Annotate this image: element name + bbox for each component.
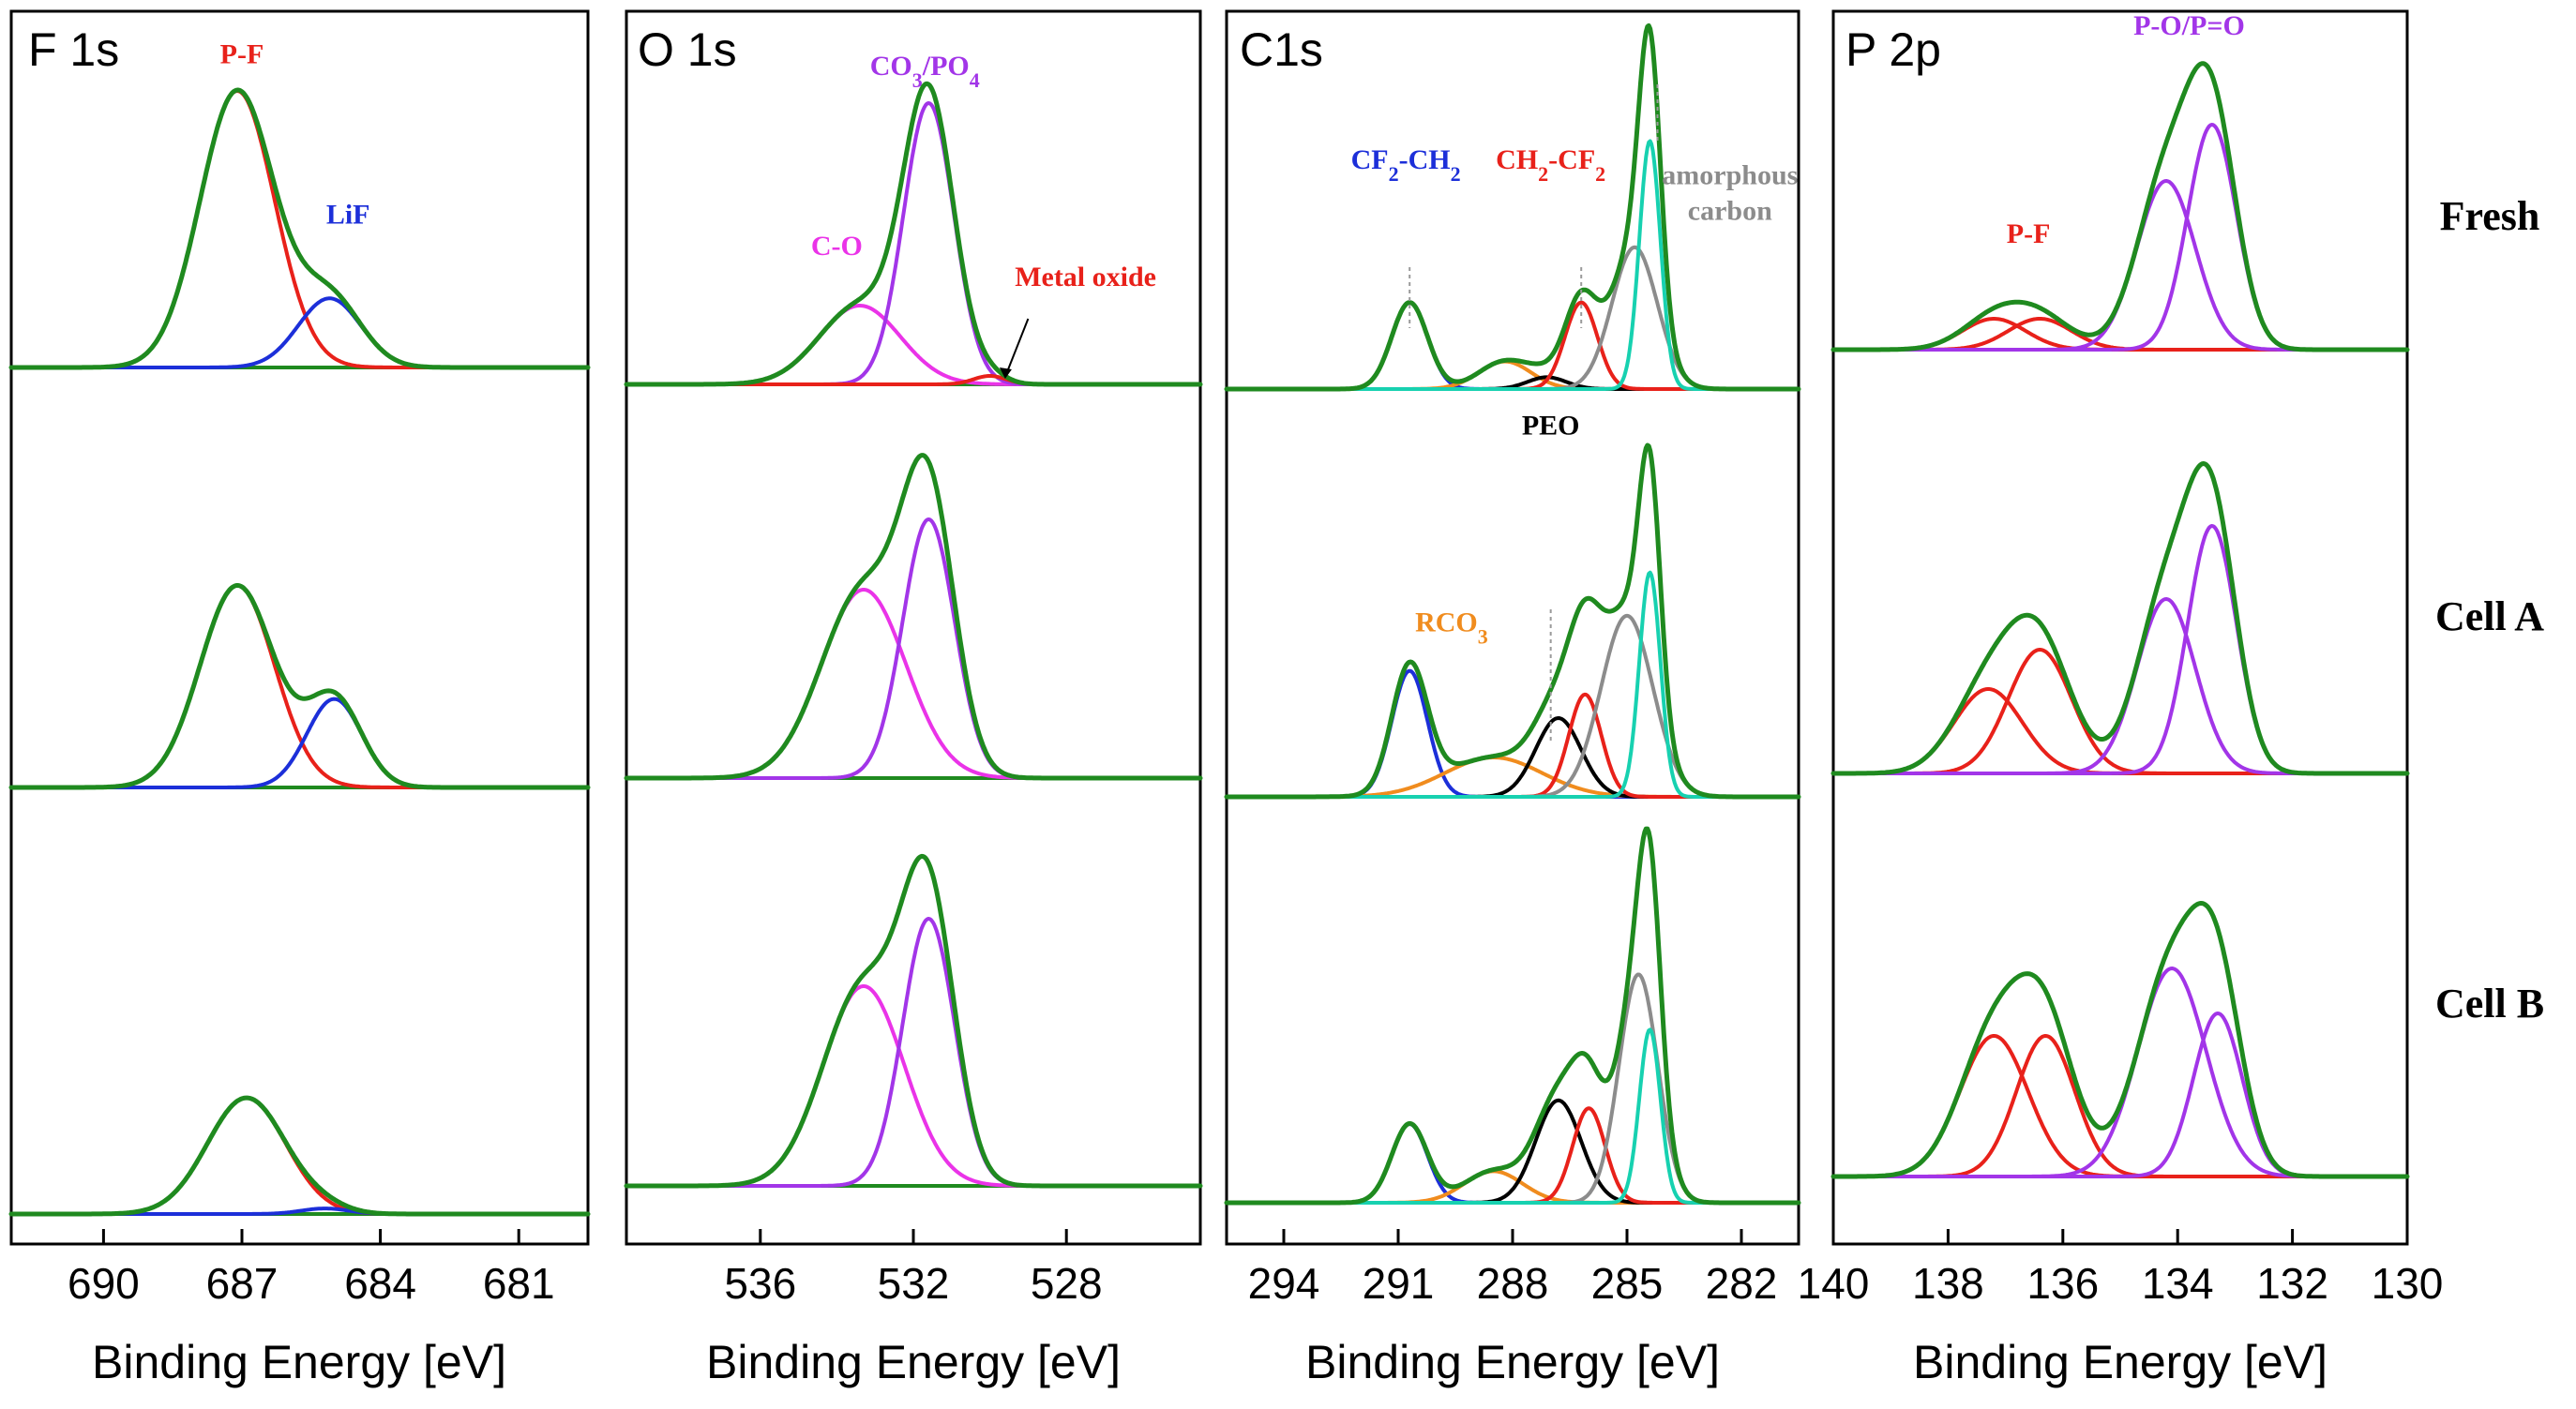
sample-label-cell-a: Cell A	[2435, 593, 2544, 639]
x-tick-label-p-2p-132: 132	[2256, 1259, 2328, 1308]
x-tick-label-c1s-291: 291	[1363, 1259, 1435, 1308]
peak-c1s-cell-a-ch2-cf2-3	[1225, 692, 1800, 799]
peak-label-c1s-ch2-cf2: CH2-CF2	[1496, 144, 1605, 186]
peak-f-1s-cell-a-lif-1	[9, 697, 590, 789]
peak-c1s-fresh-ch2-cf2-3	[1225, 300, 1800, 391]
x-tick-label-c1s-288: 288	[1477, 1259, 1549, 1308]
peak-o-1s-cell-b-c-o-0	[625, 984, 1202, 1188]
envelope-f-1s-cell-b	[8, 1095, 591, 1217]
peak-p-2p-fresh-p-f-1	[1831, 317, 2409, 352]
panel-title-o1s: O 1s	[638, 23, 737, 76]
x-tick-label-p-2p-130: 130	[2372, 1259, 2444, 1308]
panel-title-c1s: C1s	[1240, 23, 1323, 76]
peak-p-2p-fresh-p-o-3	[1831, 123, 2409, 352]
peak-c1s-cell-b-amorphous-4	[1225, 972, 1800, 1205]
peak-f-1s-cell-a-p-f-0	[9, 583, 590, 789]
envelope-o-1s-cell-b	[624, 853, 1203, 1189]
envelope-p-2p-cell-b	[1830, 901, 2410, 1179]
peak-label-p-2p-p-o-p-o: P-O/P=O	[2133, 10, 2245, 41]
peak-c1s-cell-a-cf2-ch2-0	[1225, 668, 1800, 799]
peak-c1s-cell-b-peo-2	[1225, 1098, 1800, 1205]
peak-label-f-1s-lif: LiF	[326, 200, 370, 231]
x-axis-label-c1s: Binding Energy [eV]	[1305, 1336, 1720, 1388]
peak-p-2p-cell-a-p-o-2	[1831, 597, 2409, 775]
peak-c1s-fresh-cf2-ch2-0	[1225, 300, 1800, 391]
x-tick-label-o-1s-528: 528	[1031, 1259, 1103, 1308]
peak-label-o-1s-co3-po4: CO3/PO4	[870, 51, 980, 92]
peak-label-f-1s-p-f: P-F	[220, 39, 264, 70]
x-tick-label-o-1s-536: 536	[724, 1259, 796, 1308]
peak-f-1s-cell-b-p-f-0	[9, 1096, 590, 1216]
x-tick-label-c1s-285: 285	[1591, 1259, 1664, 1308]
envelope-p-2p-fresh	[1830, 61, 2410, 352]
peak-label-c1s-carbon: carbon	[1688, 195, 1772, 226]
panel-frame-o1s	[625, 9, 1202, 1246]
envelope-f-1s-fresh	[8, 87, 591, 370]
peak-label-c1s-cf2-ch2: CF2-CH2	[1351, 144, 1461, 186]
peak-label-o-1s-metal-oxide: Metal oxide	[1015, 262, 1156, 292]
peak-p-2p-cell-b-p-o-2	[1831, 967, 2409, 1178]
peak-p-2p-cell-a-p-o-3	[1831, 524, 2409, 775]
peak-label-c1s-amorphous: amorphous	[1662, 160, 1798, 191]
panel-frame-p2p	[1831, 9, 2409, 1246]
peak-c1s-cell-a-c-c-5	[1225, 570, 1800, 799]
peak-p-2p-fresh-p-o-2	[1831, 179, 2409, 352]
peak-label-p-2p-p-f: P-F	[2007, 218, 2051, 249]
peak-label-o-1s-c-o: C-O	[811, 231, 863, 262]
sample-label-fresh: Fresh	[2440, 193, 2540, 239]
x-tick-label-p-2p-140: 140	[1798, 1259, 1870, 1308]
peak-p-2p-cell-b-p-o-3	[1831, 1012, 2409, 1178]
envelope-c1s-cell-b	[1224, 826, 1801, 1206]
x-tick-label-f-1s-681: 681	[483, 1259, 555, 1308]
envelope-f-1s-cell-a	[8, 583, 591, 790]
x-axis-label-f1s: Binding Energy [eV]	[92, 1336, 506, 1388]
envelope-o-1s-fresh	[624, 81, 1203, 387]
peak-label-c1s-rco3: RCO3	[1415, 607, 1488, 649]
peak-c1s-cell-a-amorphous-4	[1225, 613, 1800, 799]
peak-o-1s-fresh-c-o-0	[625, 304, 1202, 386]
x-tick-label-c1s-294: 294	[1248, 1259, 1320, 1308]
panel-title-p2p: P 2p	[1845, 23, 1941, 76]
x-tick-label-p-2p-138: 138	[1912, 1259, 1984, 1308]
peak-c1s-cell-a-peo-2	[1225, 716, 1800, 799]
x-tick-label-o-1s-532: 532	[878, 1259, 950, 1308]
x-tick-label-f-1s-684: 684	[344, 1259, 416, 1308]
x-tick-label-f-1s-690: 690	[68, 1259, 140, 1308]
metal-oxide-arrow-head	[999, 367, 1012, 379]
peak-o-1s-fresh-co3-po4-1	[625, 101, 1202, 386]
panel-title-f1s: F 1s	[28, 23, 119, 76]
peak-label-c1s-peo: PEO	[1522, 411, 1580, 442]
x-tick-label-f-1s-687: 687	[206, 1259, 279, 1308]
peak-o-1s-cell-a-co3-po4-1	[625, 517, 1202, 780]
x-axis-label-p2p: Binding Energy [eV]	[1913, 1336, 2327, 1388]
peak-p-2p-fresh-p-f-0	[1831, 317, 2409, 352]
peak-o-1s-cell-b-co3-po4-1	[625, 917, 1202, 1188]
peak-o-1s-cell-a-c-o-0	[625, 588, 1202, 780]
metal-oxide-arrow	[1003, 318, 1030, 378]
x-axis-label-o1s: Binding Energy [eV]	[706, 1336, 1121, 1388]
panel-frame-f1s	[9, 9, 590, 1246]
sample-label-cell-b: Cell B	[2435, 981, 2544, 1027]
peak-c1s-cell-a-rco3-1	[1225, 756, 1800, 799]
plot-layer: 690 687 684 681 P-F LiF 536 532 528 CO3/PO4 C-O Met…	[8, 10, 2444, 1308]
envelope-p-2p-cell-a	[1830, 461, 2410, 776]
envelope-c1s-cell-a	[1224, 442, 1801, 800]
x-tick-label-p-2p-134: 134	[2142, 1259, 2214, 1308]
peak-f-1s-fresh-lif-1	[9, 296, 590, 369]
envelope-o-1s-cell-a	[624, 453, 1203, 781]
x-tick-label-p-2p-136: 136	[2026, 1259, 2099, 1308]
x-tick-label-c1s-282: 282	[1706, 1259, 1778, 1308]
envelope-c1s-fresh	[1224, 22, 1801, 392]
peak-c1s-fresh-amorphous-4	[1225, 245, 1800, 391]
